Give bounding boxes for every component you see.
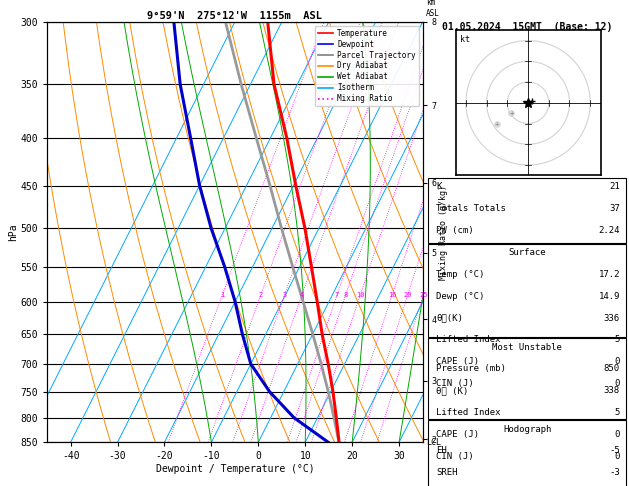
Text: Lifted Index: Lifted Index: [436, 335, 501, 345]
Text: -5: -5: [609, 447, 620, 455]
Text: -3: -3: [609, 469, 620, 477]
Text: 0: 0: [615, 452, 620, 461]
Text: Totals Totals: Totals Totals: [436, 204, 506, 213]
Text: θᴇ (K): θᴇ (K): [436, 386, 469, 395]
Text: SREH: SREH: [436, 469, 458, 477]
Text: 8: 8: [343, 292, 348, 298]
Text: 7: 7: [335, 292, 339, 298]
Text: LCL: LCL: [426, 438, 442, 447]
Text: 336: 336: [604, 313, 620, 323]
Text: Most Unstable: Most Unstable: [492, 343, 562, 352]
Text: 1: 1: [220, 292, 225, 298]
Y-axis label: hPa: hPa: [8, 223, 18, 241]
Text: km
ASL: km ASL: [426, 0, 440, 17]
Text: 0: 0: [615, 379, 620, 388]
Text: Lifted Index: Lifted Index: [436, 408, 501, 417]
Text: CAPE (J): CAPE (J): [436, 357, 479, 366]
Bar: [428, 178, 626, 243]
Text: 5: 5: [615, 408, 620, 417]
Text: 3: 3: [282, 292, 287, 298]
Text: θᴇ(K): θᴇ(K): [436, 313, 463, 323]
Text: 0: 0: [615, 357, 620, 366]
Text: 338: 338: [604, 386, 620, 395]
Text: PW (cm): PW (cm): [436, 226, 474, 235]
Text: 850: 850: [604, 364, 620, 373]
Text: Dewp (°C): Dewp (°C): [436, 292, 484, 301]
Text: 2.24: 2.24: [598, 226, 620, 235]
Text: Surface: Surface: [508, 248, 546, 257]
Text: Temp (°C): Temp (°C): [436, 270, 484, 279]
Text: 17.2: 17.2: [598, 270, 620, 279]
Text: 16: 16: [388, 292, 396, 298]
Text: 25: 25: [419, 292, 428, 298]
Text: Hodograph: Hodograph: [503, 425, 551, 434]
Text: 37: 37: [609, 204, 620, 213]
Text: 2: 2: [259, 292, 263, 298]
Text: 20: 20: [403, 292, 412, 298]
Bar: [428, 338, 626, 419]
Text: 10: 10: [356, 292, 365, 298]
Text: 0: 0: [615, 430, 620, 439]
Text: CIN (J): CIN (J): [436, 379, 474, 388]
Bar: [428, 420, 626, 486]
Text: 01.05.2024  15GMT  (Base: 12): 01.05.2024 15GMT (Base: 12): [442, 22, 612, 32]
Text: 4: 4: [300, 292, 304, 298]
Y-axis label: Mixing Ratio (g/kg): Mixing Ratio (g/kg): [440, 185, 448, 279]
Text: K: K: [436, 182, 442, 191]
Text: 5: 5: [615, 335, 620, 345]
Text: EH: EH: [436, 447, 447, 455]
X-axis label: Dewpoint / Temperature (°C): Dewpoint / Temperature (°C): [155, 464, 314, 474]
Text: Pressure (mb): Pressure (mb): [436, 364, 506, 373]
Text: CIN (J): CIN (J): [436, 452, 474, 461]
Text: 21: 21: [609, 182, 620, 191]
Text: 14.9: 14.9: [598, 292, 620, 301]
Text: CAPE (J): CAPE (J): [436, 430, 479, 439]
Bar: [428, 244, 626, 337]
Legend: Temperature, Dewpoint, Parcel Trajectory, Dry Adiabat, Wet Adiabat, Isotherm, Mi: Temperature, Dewpoint, Parcel Trajectory…: [315, 26, 419, 106]
Title: 9°59'N  275°12'W  1155m  ASL: 9°59'N 275°12'W 1155m ASL: [147, 11, 323, 21]
